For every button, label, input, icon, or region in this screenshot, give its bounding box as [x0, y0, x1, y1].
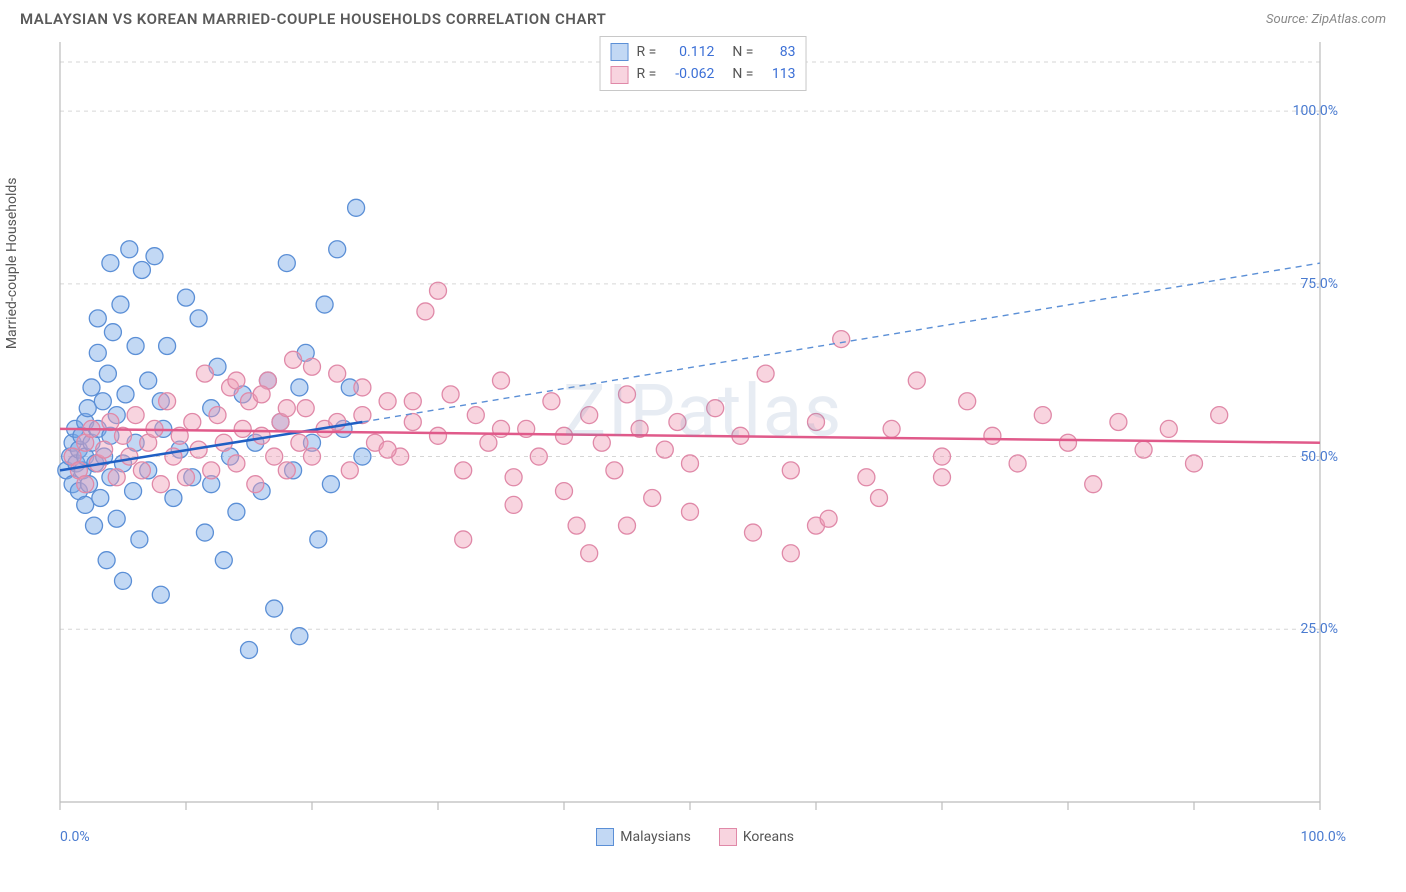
n-label: N =: [732, 41, 753, 63]
r-label: R =: [637, 41, 657, 63]
n-label: N =: [732, 63, 753, 85]
legend-label: Malaysians: [620, 829, 691, 845]
legend-item: Koreans: [719, 828, 794, 846]
stats-row: R = 0.112 N = 83: [611, 41, 796, 63]
legend-swatch: [596, 828, 614, 846]
legend-item: Malaysians: [596, 828, 691, 846]
n-value: 113: [761, 63, 795, 85]
y-tick: 75.0%: [1300, 276, 1338, 292]
r-value: -0.062: [664, 63, 714, 85]
legend-swatch: [719, 828, 737, 846]
chart-area: Married-couple Households ZIPatlas R =0.…: [20, 32, 1386, 822]
series-swatch: [611, 43, 629, 61]
y-axis-label: Married-couple Households: [4, 177, 20, 349]
y-tick: 100.0%: [1293, 103, 1338, 119]
chart-header: MALAYSIAN VS KOREAN MARRIED-COUPLE HOUSE…: [0, 0, 1406, 32]
series-swatch: [611, 66, 629, 84]
r-label: R =: [637, 63, 657, 85]
series-legend: Malaysians Koreans: [596, 828, 794, 846]
legend-label: Koreans: [743, 829, 794, 845]
stats-legend: R = 0.112 N = 83 R = -0.062 N = 113: [600, 36, 807, 91]
x-min-label: 0.0%: [60, 829, 90, 845]
y-tick: 50.0%: [1300, 449, 1338, 465]
n-value: 83: [761, 41, 795, 63]
scatter-chart: [20, 32, 1360, 822]
source-citation: Source: ZipAtlas.com: [1266, 12, 1386, 27]
y-tick: 25.0%: [1300, 621, 1338, 637]
stats-row: R = -0.062 N = 113: [611, 63, 796, 85]
bottom-bar: 0.0% Malaysians Koreans 100.0%: [0, 822, 1406, 846]
r-value: 0.112: [664, 41, 714, 63]
x-max-label: 100.0%: [1301, 829, 1346, 845]
chart-title: MALAYSIAN VS KOREAN MARRIED-COUPLE HOUSE…: [20, 10, 606, 28]
